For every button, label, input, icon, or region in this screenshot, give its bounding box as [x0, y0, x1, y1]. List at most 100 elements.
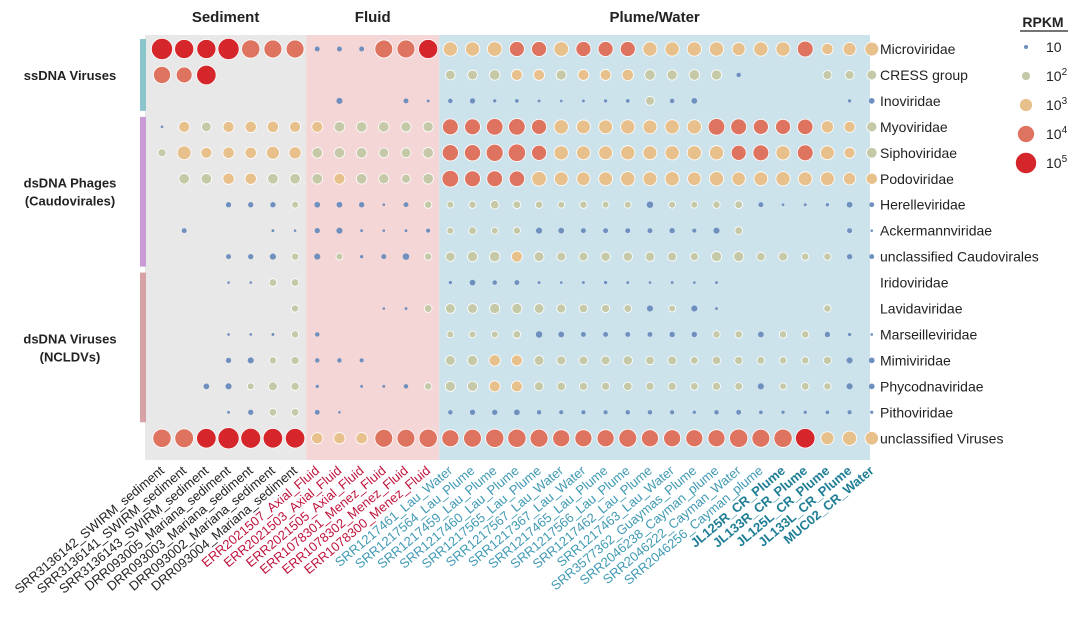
bubble: [445, 69, 456, 81]
bubble: [618, 428, 638, 448]
bubble: [314, 46, 320, 52]
bubble: [666, 69, 678, 81]
bubble: [574, 429, 593, 448]
bubble: [779, 382, 787, 391]
bubble: [734, 226, 743, 235]
bubble: [580, 228, 586, 234]
bubble: [686, 41, 702, 57]
bubble: [866, 69, 878, 81]
legend-swatch: [1015, 151, 1038, 174]
bubble: [559, 281, 563, 284]
bubble: [843, 172, 857, 186]
bubble: [715, 307, 718, 310]
bubble: [217, 38, 240, 61]
bubble: [868, 98, 875, 104]
bubble: [382, 229, 386, 232]
bubble: [201, 121, 212, 133]
bubble: [644, 251, 656, 262]
bubble: [822, 70, 833, 80]
bubble: [647, 410, 653, 415]
family-label: CRESS group: [880, 67, 968, 83]
bubble: [426, 99, 430, 103]
bubble: [823, 382, 832, 391]
bubble: [729, 428, 749, 448]
bubble: [847, 228, 853, 234]
bubble: [556, 381, 566, 392]
bubble: [490, 330, 499, 339]
bubble: [575, 41, 592, 57]
bubble: [404, 229, 408, 233]
bubble: [378, 147, 390, 159]
bubble: [686, 145, 702, 161]
family-label: Mimiviridae: [880, 352, 951, 368]
bubble: [711, 355, 722, 366]
bubble: [647, 332, 653, 337]
bubble: [824, 331, 831, 338]
bubble: [290, 355, 300, 365]
bubble: [382, 203, 386, 206]
bubble: [378, 121, 390, 133]
legend-label: 10: [1046, 39, 1062, 55]
bubble: [796, 40, 814, 58]
bubble: [222, 120, 235, 133]
bubble: [441, 429, 460, 448]
bubble: [646, 201, 654, 208]
bubble: [441, 118, 459, 136]
bubble: [734, 355, 744, 365]
bubble: [290, 381, 300, 391]
bubble: [578, 355, 589, 366]
bubble: [485, 428, 505, 448]
bubble: [400, 121, 412, 133]
bubble: [552, 429, 571, 448]
bubble: [374, 428, 394, 448]
bubble: [315, 358, 320, 363]
bubble: [448, 410, 453, 415]
bubble: [691, 305, 698, 312]
legend-label: 105: [1046, 154, 1068, 171]
bubble: [707, 429, 726, 448]
bubble: [620, 145, 636, 161]
bubble: [426, 228, 431, 233]
bubble: [846, 253, 853, 260]
bubble: [464, 118, 481, 136]
bubble: [869, 254, 875, 260]
bubble: [620, 171, 636, 187]
bubble: [153, 65, 171, 84]
family-label: unclassified Viruses: [880, 430, 1003, 446]
bubble: [464, 41, 481, 57]
bubble: [559, 410, 564, 415]
bubble: [486, 170, 504, 188]
bubble: [775, 171, 791, 187]
bubble: [508, 170, 526, 187]
bubble: [468, 226, 477, 235]
bubble: [463, 428, 482, 448]
bubble: [469, 98, 476, 104]
bubble: [488, 380, 501, 393]
bubble: [489, 69, 501, 81]
bubble: [797, 171, 813, 187]
bubble: [600, 355, 611, 366]
bubble: [268, 408, 278, 417]
bubble: [734, 200, 743, 209]
env-band-plume-water: [439, 35, 870, 460]
bubble: [176, 145, 192, 161]
bubble: [490, 226, 499, 235]
bubble: [225, 202, 232, 208]
bubble: [150, 38, 173, 61]
bubble: [866, 147, 878, 159]
bubble: [535, 331, 543, 338]
bubble: [664, 41, 680, 57]
bubble: [598, 119, 613, 135]
bubble: [314, 253, 321, 260]
bubble: [512, 226, 521, 235]
bubble: [157, 148, 167, 158]
bubble: [578, 303, 589, 314]
bubble: [846, 383, 853, 390]
bubble: [359, 358, 364, 363]
bubble: [646, 305, 654, 312]
bubble: [668, 304, 676, 313]
bubble: [582, 281, 585, 284]
legend-title: RPKM: [1022, 14, 1063, 30]
bubble: [248, 409, 254, 415]
bubble: [507, 143, 527, 162]
